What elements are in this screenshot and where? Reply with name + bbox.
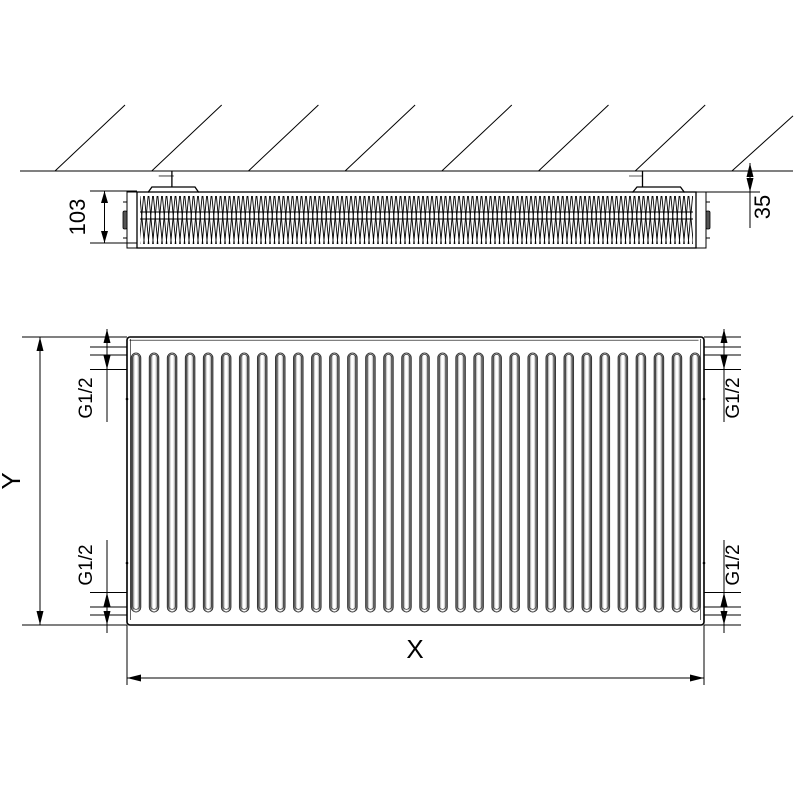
svg-text:G1/2: G1/2 <box>76 377 97 418</box>
svg-text:G1/2: G1/2 <box>723 544 744 585</box>
svg-text:103: 103 <box>65 199 90 236</box>
svg-text:35: 35 <box>750 195 775 219</box>
svg-text:G1/2: G1/2 <box>76 544 97 585</box>
svg-text:G1/2: G1/2 <box>723 377 744 418</box>
svg-text:X: X <box>406 634 423 664</box>
svg-text:Y: Y <box>0 472 26 489</box>
